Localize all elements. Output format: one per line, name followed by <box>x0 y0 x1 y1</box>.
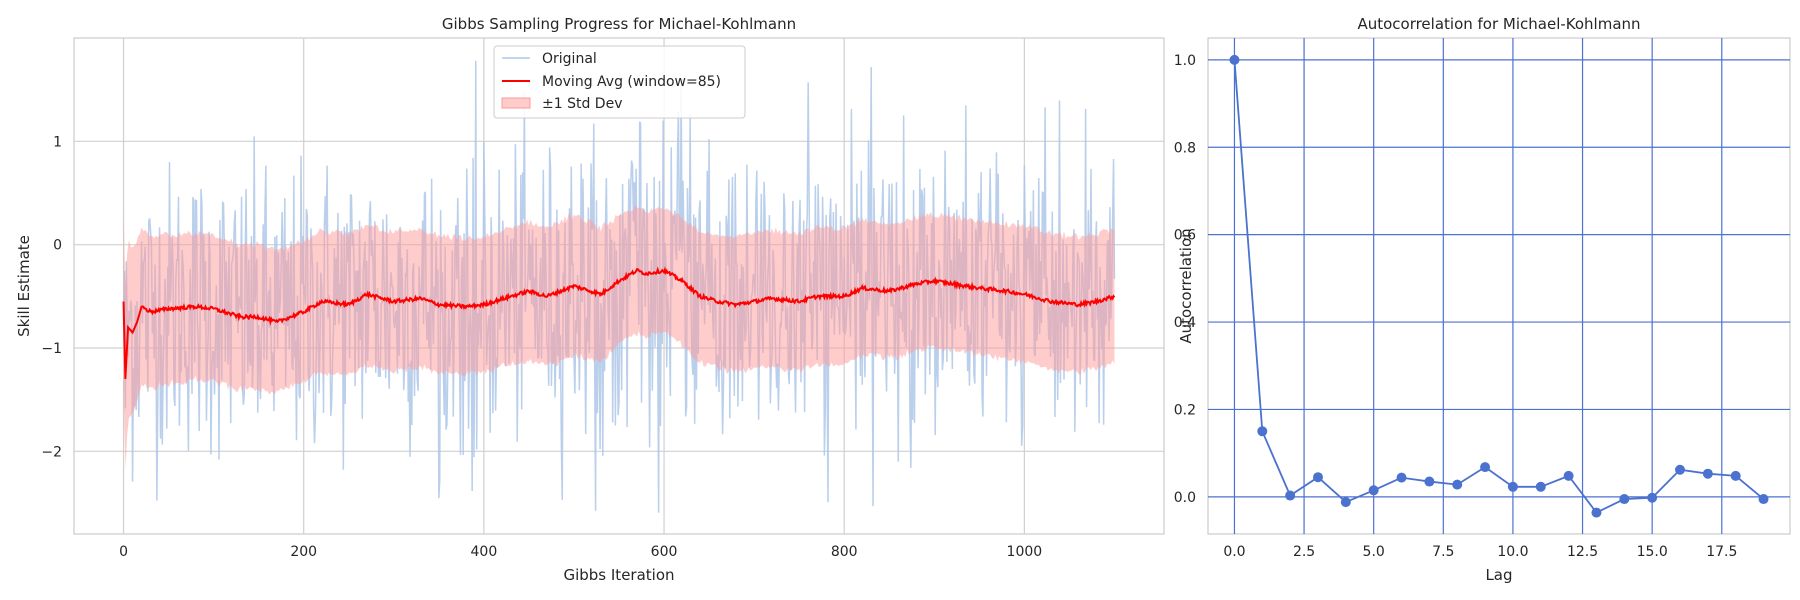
autocorr-point <box>1535 481 1546 492</box>
autocorr-x-tick-label: 17.5 <box>1706 544 1737 560</box>
gibbs-x-tick-label: 1000 <box>1007 544 1043 560</box>
autocorr-y-tick-label: 0.4 <box>1174 315 1196 331</box>
autocorr-point <box>1368 485 1379 496</box>
autocorr-point <box>1758 494 1769 505</box>
autocorr-point <box>1563 470 1574 481</box>
autocorr-x-ticks: 0.0 2.5 5.0 7.5 10.0 12.5 15.0 17.5 <box>1223 544 1737 560</box>
autocorr-point <box>1619 494 1630 505</box>
moving-avg-line <box>122 266 1116 380</box>
legend-moving-avg-label: Moving Avg (window=85) <box>542 74 721 90</box>
autocorr-point <box>1424 476 1435 487</box>
gibbs-x-ticks: 0 200 400 600 800 1000 <box>119 544 1042 560</box>
autocorr-chart: 0.0 2.5 5.0 7.5 10.0 12.5 15.0 17.5 0.00.20.40.… <box>1174 15 1791 584</box>
autocorr-x-tick-label: 2.5 <box>1293 544 1315 560</box>
gibbs-x-tick-label: 400 <box>471 544 498 560</box>
autocorr-point <box>1312 472 1323 483</box>
gibbs-y-tick-label: 0 <box>53 238 62 254</box>
autocorr-point <box>1647 492 1658 503</box>
legend-std-band-label: ±1 Std Dev <box>542 96 622 112</box>
gibbs-y-label: Skill Estimate <box>15 235 33 337</box>
gibbs-x-tick-label: 600 <box>651 544 678 560</box>
legend-original-label: Original <box>542 51 597 67</box>
autocorr-y-tick-label: 1.0 <box>1174 53 1196 69</box>
autocorr-point <box>1452 479 1463 490</box>
autocorr-y-tick-label: 0.6 <box>1174 228 1196 244</box>
autocorr-x-tick-label: 0.0 <box>1223 544 1245 560</box>
autocorr-x-tick-label: 10.0 <box>1497 544 1528 560</box>
gibbs-x-tick-label: 200 <box>290 544 317 560</box>
autocorr-point <box>1675 464 1686 475</box>
gibbs-x-tick-label: 0 <box>119 544 128 560</box>
autocorr-point <box>1591 507 1602 518</box>
gibbs-chart-title: Gibbs Sampling Progress for Michael-Kohl… <box>442 15 796 33</box>
autocorr-point <box>1730 470 1741 481</box>
gibbs-y-tick-label: −1 <box>41 341 62 357</box>
autocorr-y-label: Autocorrelation <box>1177 228 1195 343</box>
autocorr-point <box>1229 54 1240 65</box>
autocorr-y-tick-label: 0.0 <box>1174 490 1196 506</box>
autocorr-point <box>1340 497 1351 508</box>
autocorr-point <box>1507 481 1518 492</box>
gibbs-x-tick-label: 800 <box>831 544 858 560</box>
autocorr-y-tick-label: 0.2 <box>1174 402 1196 418</box>
autocorr-x-tick-label: 5.0 <box>1363 544 1385 560</box>
std-dev-band <box>123 204 1115 470</box>
autocorr-line <box>1233 59 1765 514</box>
autocorr-y-tick-label: 0.8 <box>1174 140 1196 156</box>
autocorr-point <box>1396 472 1407 483</box>
autocorr-x-tick-label: 7.5 <box>1432 544 1454 560</box>
autocorr-x-label: Lag <box>1485 566 1512 584</box>
gibbs-legend: Original Moving Avg (window=85) ±1 Std D… <box>493 45 746 119</box>
autocorr-x-tick-label: 12.5 <box>1567 544 1598 560</box>
autocorr-x-tick-label: 15.0 <box>1637 544 1668 560</box>
legend-frame <box>493 45 746 119</box>
gibbs-y-ticks: 1 0 −1 −2 <box>41 134 62 460</box>
autocorr-point <box>1257 426 1268 437</box>
autocorr-point <box>1702 468 1713 479</box>
legend-std-band-swatch <box>501 97 531 109</box>
gibbs-x-label: Gibbs Iteration <box>563 566 674 584</box>
gibbs-chart: 0 200 400 600 800 1000 1 0 −1 −2 Gibbs Sampling … <box>15 15 1165 584</box>
autocorr-points <box>1229 54 1769 518</box>
autocorr-point <box>1480 462 1491 473</box>
gibbs-y-tick-label: −2 <box>41 444 62 460</box>
autocorr-y-ticks: 0.0 0.2 0.4 0.6 0.8 1.0 <box>1174 53 1196 506</box>
autocorr-chart-title: Autocorrelation for Michael-Kohlmann <box>1357 15 1640 33</box>
gibbs-y-tick-label: 1 <box>53 134 62 150</box>
autocorr-point <box>1285 490 1296 501</box>
autocorr-grid <box>1208 38 1790 534</box>
autocorr-plot-area <box>1207 37 1791 535</box>
